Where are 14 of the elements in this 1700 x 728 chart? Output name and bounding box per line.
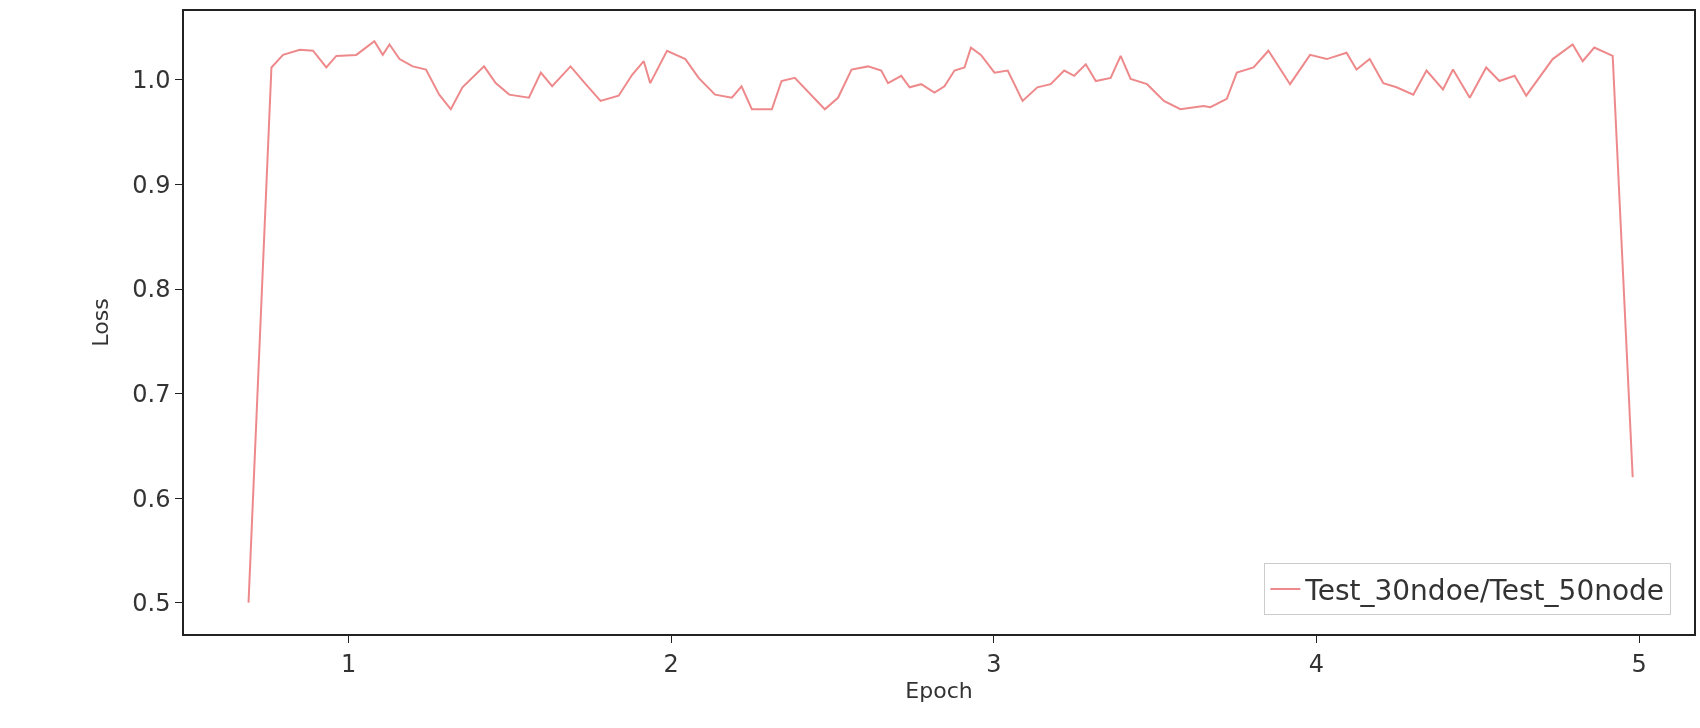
x-tick-label: 1 [340, 649, 357, 678]
x-tick-label: 3 [986, 649, 1002, 678]
y-tick-label: 0.9 [132, 170, 171, 199]
x-tick-label: 5 [1631, 649, 1647, 678]
y-tick-label: 0.7 [132, 379, 171, 408]
legend-label: Test_30ndoe/Test_50node [1304, 573, 1665, 607]
y-axis-title: Loss [87, 298, 113, 347]
y-tick-label: 0.8 [132, 275, 171, 304]
x-tick-label: 2 [663, 649, 679, 678]
x-axis-title: Epoch [905, 677, 973, 703]
y-tick-label: 0.6 [132, 484, 171, 513]
y-tick-label: 1.0 [132, 66, 171, 95]
y-tick-label: 0.5 [132, 589, 171, 618]
x-tick-label: 4 [1308, 649, 1325, 678]
